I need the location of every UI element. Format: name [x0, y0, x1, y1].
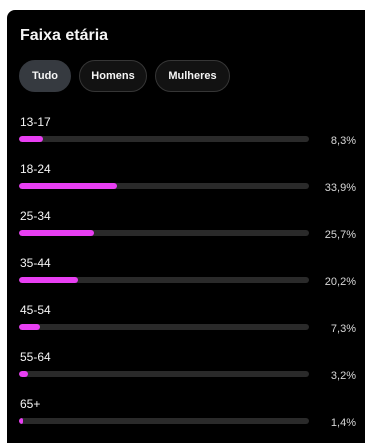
- age-label: 45-54: [20, 303, 51, 317]
- age-label: 65+: [20, 397, 41, 411]
- percent-value: 8,3%: [330, 135, 356, 147]
- bar-fill: [19, 371, 29, 377]
- percent-value: 7,3%: [330, 323, 356, 335]
- bar-track: [19, 136, 309, 142]
- percent-value: 25,7%: [324, 229, 356, 241]
- age-row-45-54: 45-54 7,3%: [19, 300, 359, 347]
- filter-all-chip[interactable]: Tudo: [19, 60, 71, 92]
- bar-fill: [19, 324, 41, 330]
- filter-women-chip[interactable]: Mulheres: [155, 60, 230, 92]
- bar-fill: [19, 230, 94, 236]
- age-label: 25-34: [20, 209, 51, 223]
- bar-track: [19, 230, 309, 236]
- age-row-35-44: 35-44 20,2%: [19, 253, 359, 300]
- age-label: 13-17: [20, 115, 51, 129]
- age-row-18-24: 18-24 33,9%: [19, 159, 359, 206]
- card-title: Faixa etária: [20, 27, 109, 44]
- percent-value: 3,2%: [330, 370, 356, 382]
- age-label: 35-44: [20, 256, 51, 270]
- age-range-card: Faixa etária Tudo Homens Mulheres 13-17 …: [7, 10, 365, 443]
- age-row-65-plus: 65+ 1,4%: [19, 394, 359, 441]
- bar-track: [19, 183, 309, 189]
- age-row-25-34: 25-34 25,7%: [19, 206, 359, 253]
- bar-track: [19, 371, 309, 377]
- bar-fill: [19, 418, 24, 424]
- bar-fill: [19, 136, 44, 142]
- percent-value: 33,9%: [324, 182, 356, 194]
- bar-track: [19, 324, 309, 330]
- age-row-55-64: 55-64 3,2%: [19, 347, 359, 394]
- bar-track: [19, 277, 309, 283]
- bar-fill: [19, 183, 118, 189]
- bar-track: [19, 418, 309, 424]
- percent-value: 1,4%: [330, 417, 356, 429]
- age-row-13-17: 13-17 8,3%: [19, 112, 359, 159]
- percent-value: 20,2%: [324, 276, 356, 288]
- age-label: 18-24: [20, 162, 51, 176]
- age-label: 55-64: [20, 350, 51, 364]
- age-distribution-list: 13-17 8,3% 18-24 33,9% 25-34 25,7% 35-44…: [19, 112, 359, 441]
- filter-chips: Tudo Homens Mulheres: [19, 60, 230, 92]
- bar-fill: [19, 277, 78, 283]
- filter-men-chip[interactable]: Homens: [79, 60, 147, 92]
